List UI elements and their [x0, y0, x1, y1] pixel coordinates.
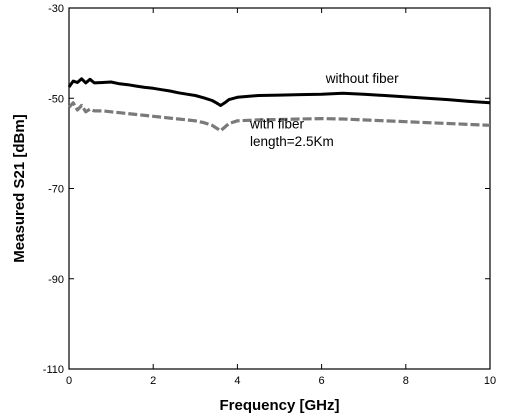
y-axis-title: Measured S21 [dBm] [11, 114, 28, 262]
x-axis-title: Frequency [GHz] [219, 397, 339, 414]
plot-area: without fiber with fiber length=2.5Km [67, 7, 491, 370]
x-tick-label: 8 [403, 375, 409, 387]
x-tick-label: 10 [484, 375, 496, 387]
y-tick-label: -90 [48, 274, 64, 286]
x-tick-label: 4 [234, 375, 240, 387]
y-axis: -30 -50 -70 -90 -110 [43, 3, 490, 376]
plot-frame [68, 7, 491, 370]
x-tick-label: 6 [319, 375, 325, 387]
annotation-layer: without fiber with fiber length=2.5Km [249, 71, 399, 149]
annotation-label: without fiber [325, 71, 399, 86]
series-line-solid [67, 77, 491, 107]
annotation-label: with fiber [249, 116, 305, 131]
y-tick-label: -110 [43, 364, 64, 376]
x-tick-label: 2 [150, 375, 156, 387]
y-tick-label: -30 [48, 3, 64, 15]
series-layer [67, 77, 491, 133]
x-axis: 0 2 4 6 8 10 [66, 8, 496, 387]
y-tick-label: -50 [48, 93, 64, 105]
series-line-dashed [67, 101, 491, 133]
x-tick-label: 0 [66, 375, 72, 387]
y-tick-label: -70 [48, 184, 64, 196]
annotation-label: length=2.5Km [250, 134, 334, 149]
